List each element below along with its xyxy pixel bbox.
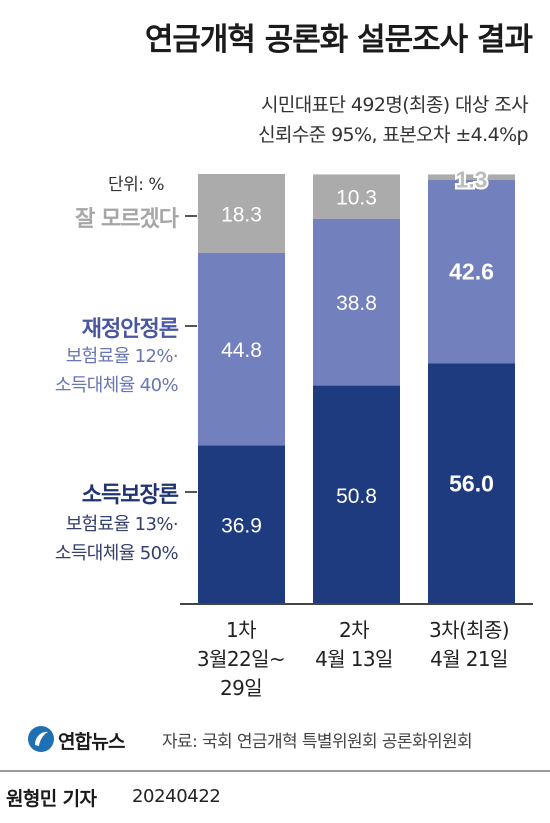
legend-tick-dont-know (185, 215, 197, 217)
data-label-fiscal-round-1: 44.8 (221, 339, 262, 362)
legend-income-detail-2: 소득대체율 50% (54, 543, 179, 564)
reporter-byline: 원형민 기자 (6, 788, 97, 810)
bar-segment-income-round-1 (198, 445, 285, 604)
x-label-round-1-date: 3월22일~ (196, 647, 286, 671)
legend-fiscal-stability: 재정안정론 (81, 317, 179, 342)
data-label-dont-know-round-2: 10.3 (336, 187, 377, 210)
data-label-dont-know-round-3: 1.3 (456, 166, 488, 192)
x-axis-line (180, 603, 533, 605)
yonhap-logo-icon (28, 726, 54, 752)
data-label-income-round-1: 36.9 (221, 515, 262, 538)
data-label-fiscal-round-3: 42.6 (449, 259, 494, 285)
data-label-fiscal-round-2: 38.8 (336, 292, 377, 315)
legend-fiscal-detail-2: 소득대체율 40% (54, 375, 179, 396)
x-label-round-1-name: 1차 (226, 618, 257, 642)
unit-label: 단위: % (108, 175, 165, 195)
subtitle-margin-of-error: 신뢰수준 95%, 표본오차 ±4.4%p (258, 124, 528, 146)
legend-dont-know: 잘 모르겠다 (75, 207, 179, 232)
x-label-round-3: 3차(최종) 4월 21일 (399, 616, 539, 674)
subtitle-survey-target: 시민대표단 492명(최종) 대상 조사 (261, 94, 529, 116)
source-note: 자료: 국회 연금개혁 특별위원회 공론화위원회 (162, 732, 473, 752)
data-label-dont-know-round-1: 18.3 (221, 203, 262, 226)
bar-segment-fiscal-round-2 (313, 218, 400, 386)
legend-tick-fiscal (185, 325, 197, 327)
bar-segment-dont-know-round-2 (313, 174, 400, 219)
chart-title: 연금개혁 공론화 설문조사 결과 (144, 22, 533, 58)
x-label-round-2-name: 2차 (339, 618, 370, 642)
bar-segment-dont-know-round-1 (198, 174, 285, 253)
bar-segment-dont-know-round-3 (428, 174, 515, 181)
x-label-round-1-date-end: 29일 (219, 676, 263, 700)
x-label-round-1: 1차 3월22일~ 29일 (171, 616, 311, 703)
x-label-round-3-name: 3차(최종) (429, 618, 510, 642)
yonhap-logo-text: 연합뉴스 (58, 731, 126, 753)
legend-tick-income (185, 491, 197, 493)
legend-fiscal-detail-1: 보험료율 12%· (65, 346, 179, 367)
data-label-income-round-2: 50.8 (336, 485, 377, 508)
x-label-round-2: 2차 4월 13일 (284, 616, 424, 674)
bar-segment-fiscal-round-1 (198, 252, 285, 446)
data-label-income-round-3: 56.0 (449, 471, 494, 497)
bar-segment-income-round-2 (313, 385, 400, 604)
bar-segment-fiscal-round-3 (428, 180, 515, 364)
bar-segment-income-round-3 (428, 363, 515, 604)
footer-divider (0, 770, 550, 772)
x-label-round-3-date: 4월 21일 (430, 647, 508, 671)
x-label-round-2-date: 4월 13일 (315, 647, 393, 671)
legend-income-security: 소득보장론 (81, 483, 179, 508)
legend-income-detail-1: 보험료율 13%· (65, 514, 179, 535)
publish-date: 20240422 (132, 786, 221, 807)
